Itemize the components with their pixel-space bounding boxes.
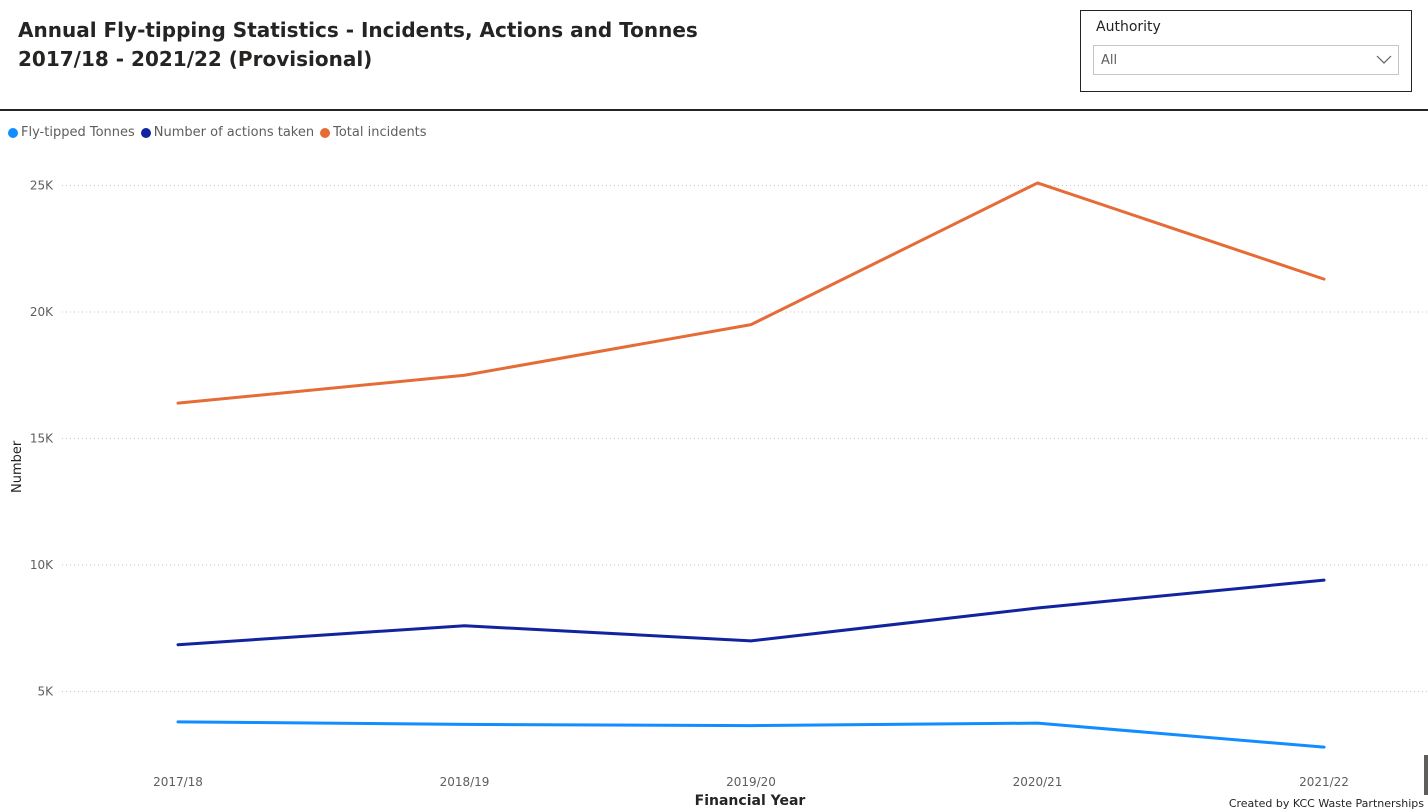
- y-axis-title: Number: [10, 440, 25, 493]
- dropdown-selected-value: All: [1101, 53, 1118, 68]
- data-point[interactable]: [1318, 273, 1330, 285]
- legend-label: Fly-tipped Tonnes: [21, 125, 135, 140]
- legend-marker: [320, 127, 331, 138]
- page-title: Annual Fly-tipping Statistics - Incident…: [18, 16, 698, 74]
- legend-marker: [140, 127, 151, 138]
- authority-slicer: Authority All: [1080, 10, 1412, 92]
- header-divider: [0, 109, 1428, 111]
- legend-item[interactable]: Total incidents: [320, 125, 427, 140]
- x-tick-label: 2020/21: [1013, 775, 1063, 789]
- data-point[interactable]: [172, 397, 184, 409]
- legend-label: Number of actions taken: [153, 125, 315, 140]
- legend-label: Total incidents: [333, 125, 427, 140]
- data-point[interactable]: [745, 635, 757, 647]
- data-point[interactable]: [1318, 741, 1330, 753]
- data-point[interactable]: [172, 716, 184, 728]
- title-line-2: 2017/18 - 2021/22 (Provisional): [18, 47, 373, 71]
- data-point[interactable]: [1032, 602, 1044, 614]
- series-line[interactable]: [176, 720, 1326, 749]
- slicer-label: Authority: [1096, 19, 1161, 35]
- data-point[interactable]: [745, 319, 757, 331]
- data-point[interactable]: [459, 369, 471, 381]
- data-point[interactable]: [459, 620, 471, 632]
- x-tick-label: 2018/19: [440, 775, 490, 789]
- legend-marker: [8, 127, 18, 138]
- legend-item[interactable]: Number of actions taken: [140, 125, 315, 140]
- y-tick-label: 10K: [30, 558, 54, 572]
- series-line[interactable]: [176, 181, 1326, 405]
- line-chart: 5K 10K 15K 20K 25K 2017/18 2018/19 2019/20 2020/…: [30, 177, 1428, 789]
- x-tick-label: 2017/18: [153, 775, 203, 789]
- data-point[interactable]: [745, 720, 757, 732]
- y-tick-label: 20K: [30, 305, 54, 319]
- series-line[interactable]: [176, 578, 1326, 647]
- y-axis-title-wrap: Number: [5, 420, 25, 520]
- data-point[interactable]: [459, 718, 471, 730]
- data-point[interactable]: [1032, 717, 1044, 729]
- chevron-down-icon[interactable]: [1376, 53, 1392, 65]
- y-tick-label: 25K: [30, 179, 54, 193]
- x-tick-label: 2021/22: [1299, 775, 1349, 789]
- legend-item[interactable]: Fly-tipped Tonnes: [8, 125, 135, 140]
- data-point[interactable]: [172, 639, 184, 651]
- authority-dropdown[interactable]: All: [1093, 45, 1399, 75]
- data-point[interactable]: [1318, 574, 1330, 586]
- scrollbar[interactable]: [1424, 755, 1428, 795]
- y-tick-label: 15K: [30, 432, 54, 446]
- chart-legend: Fly-tipped Tonnes Number of actions taken…: [8, 125, 433, 140]
- credit-text: Created by KCC Waste Partnerships: [1228, 797, 1424, 810]
- x-tick-label: 2019/20: [726, 775, 776, 789]
- data-point[interactable]: [1032, 177, 1044, 189]
- title-line-1: Annual Fly-tipping Statistics - Incident…: [18, 18, 698, 42]
- x-axis-title: Financial Year: [694, 793, 806, 809]
- y-tick-label: 5K: [37, 685, 54, 699]
